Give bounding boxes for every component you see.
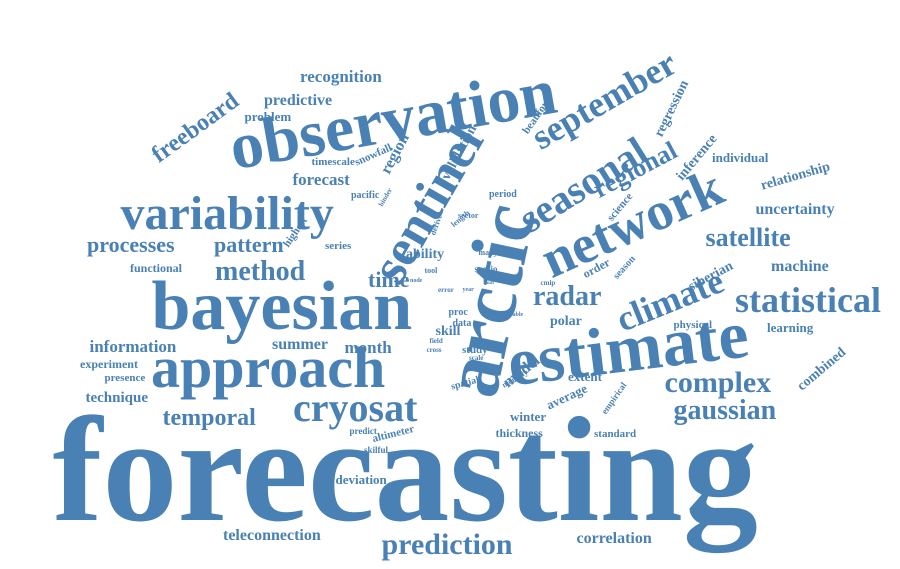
word: predict: [349, 425, 377, 436]
word: scale: [469, 353, 484, 362]
word: machine: [771, 258, 829, 275]
word: forecast: [292, 169, 350, 189]
word: uncertainty: [755, 201, 835, 218]
word: physical: [673, 318, 713, 331]
word: study: [462, 343, 488, 356]
word: temporal: [162, 405, 256, 431]
word: many: [478, 248, 498, 257]
word: cross: [426, 345, 442, 354]
word: timescale: [311, 155, 355, 168]
word: year: [462, 287, 474, 293]
word: forecasting: [52, 387, 758, 553]
word: time: [368, 267, 410, 292]
word: skill: [435, 324, 461, 339]
word: fault: [484, 280, 494, 286]
word: thickness: [495, 426, 543, 440]
word: gaussian: [673, 395, 777, 426]
word: binder: [377, 186, 394, 208]
word: node: [410, 278, 423, 284]
word: standard: [594, 427, 637, 440]
word: predictive: [264, 92, 333, 109]
word: pacific: [351, 190, 380, 201]
word: pattern: [214, 232, 284, 257]
word: polar: [550, 314, 582, 329]
word: tool: [424, 266, 438, 275]
word: processes: [87, 232, 175, 257]
word: deviation: [335, 471, 387, 487]
word: month: [344, 337, 392, 357]
word: period: [489, 189, 517, 200]
word: cryosat: [293, 385, 418, 430]
word: statistical: [735, 280, 881, 320]
word: radar: [533, 281, 602, 312]
word: able: [512, 312, 524, 318]
word: teleconnection: [223, 527, 321, 544]
word: problem: [244, 108, 292, 124]
word: series: [325, 239, 352, 252]
word: prediction: [381, 528, 513, 561]
word: spatio: [474, 263, 498, 274]
word: field: [429, 336, 443, 345]
word: experiment: [80, 357, 138, 371]
word: functional: [130, 261, 183, 275]
word: recognition: [300, 66, 382, 86]
word: satellite: [705, 223, 791, 252]
word: technique: [85, 389, 149, 406]
word: error: [438, 285, 454, 294]
word: method: [215, 256, 306, 287]
word: summer: [272, 336, 328, 353]
word: complex: [664, 366, 772, 399]
word: cmip: [540, 278, 556, 287]
word: presence: [104, 371, 146, 384]
word: information: [89, 336, 177, 356]
word: proc: [448, 307, 468, 318]
word: correlation: [576, 530, 652, 547]
word: skilful: [364, 444, 389, 455]
word: winter: [510, 408, 547, 424]
word: learning: [767, 319, 814, 335]
word: approach: [151, 335, 386, 400]
word: data: [452, 318, 472, 329]
word: variability: [120, 187, 334, 240]
word: combined: [794, 345, 850, 395]
word: ability: [406, 247, 445, 262]
word: bayesian: [151, 268, 413, 345]
word: individual: [712, 149, 769, 165]
word: sector: [458, 211, 479, 220]
word: extent: [568, 368, 602, 384]
word: relationship: [758, 159, 832, 194]
